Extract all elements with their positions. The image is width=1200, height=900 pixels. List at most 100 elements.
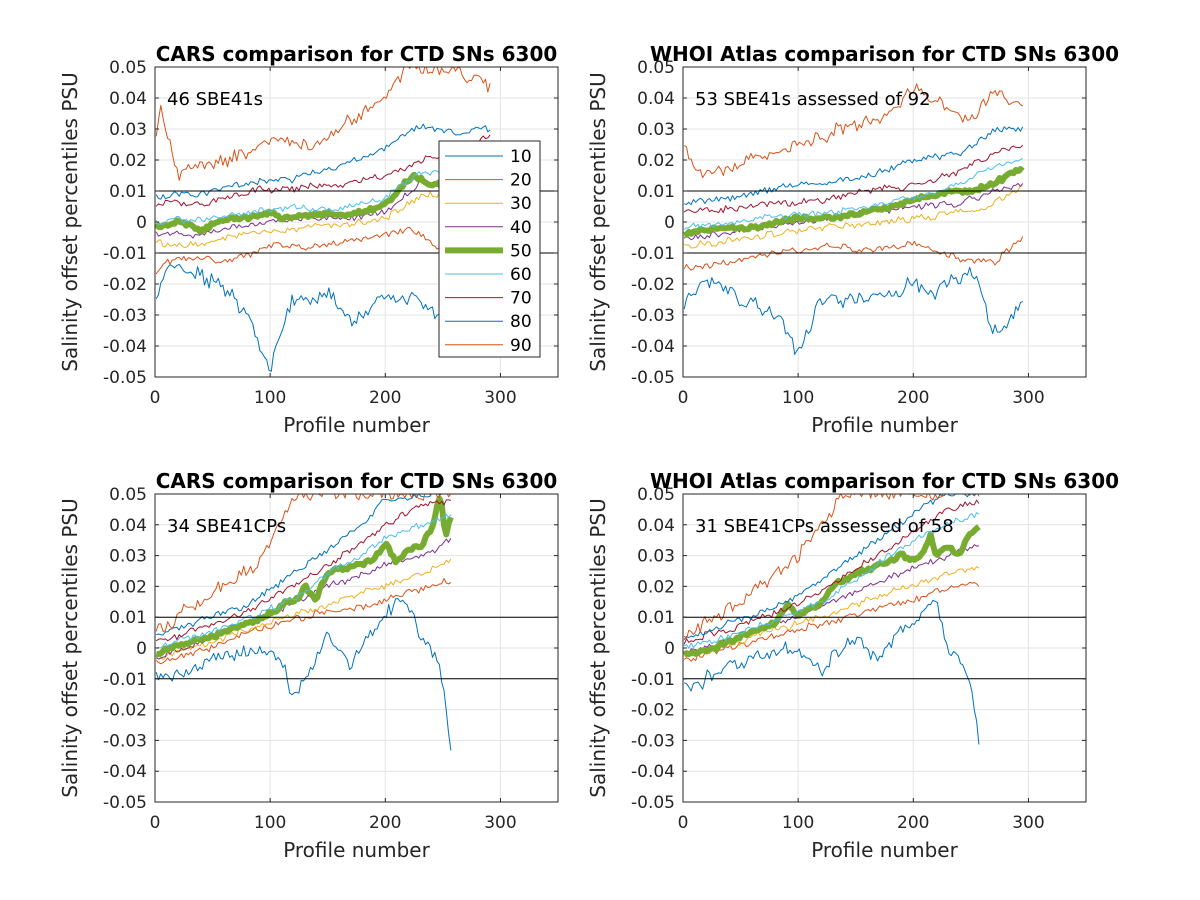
y-axis-label: Salinity offset percentiles PSU (58, 72, 82, 371)
series-line-10 (683, 266, 1023, 355)
x-axis-label: Profile number (283, 838, 430, 862)
y-tick-label: 0 (664, 213, 675, 233)
y-tick-label: 0.02 (109, 151, 147, 171)
x-tick-label: 0 (678, 813, 689, 833)
y-tick-label: -0.05 (631, 793, 675, 813)
x-tick-label: 0 (150, 813, 161, 833)
y-tick-label: -0.02 (631, 701, 675, 721)
y-tick-label: -0.01 (631, 244, 675, 264)
subplot-title: CARS comparison for CTD SNs 6300 (156, 469, 558, 493)
y-tick-label: -0.05 (103, 368, 147, 388)
legend-label-40: 40 (510, 218, 532, 238)
x-tick-label: 100 (782, 388, 814, 408)
y-tick-label: 0.03 (637, 547, 675, 567)
series-line-60 (683, 157, 1023, 230)
y-tick-label: -0.04 (103, 762, 147, 782)
x-tick-label: 0 (678, 388, 689, 408)
series-line-50 (683, 524, 981, 658)
x-tick-label: 0 (150, 388, 161, 408)
series-line-30 (155, 183, 491, 248)
annotation-text: 31 SBE41CPs assessed of 58 (695, 516, 954, 537)
y-tick-label: 0.02 (637, 577, 675, 597)
y-tick-label: 0.05 (637, 485, 675, 505)
y-tick-label: -0.02 (103, 701, 147, 721)
x-axis-label: Profile number (811, 838, 958, 862)
series-line-70 (683, 499, 980, 645)
series-line-90 (683, 494, 980, 640)
y-tick-label: 0.04 (109, 89, 147, 109)
y-tick-label: -0.04 (103, 337, 147, 357)
y-tick-label: 0.04 (637, 516, 675, 536)
y-tick-label: 0.03 (109, 120, 147, 140)
series-line-10 (155, 263, 491, 372)
legend: 10 20 30 40 50 60 70 80 90 (438, 140, 541, 358)
legend-label-10: 10 (510, 147, 532, 167)
annotation-text: 46 SBE41s (167, 89, 263, 110)
subplot-1: -0.05 -0.04 -0.03 -0.02 -0.01 0 0.01 0.02 0.03 0.… (58, 42, 559, 437)
series-line-80 (156, 494, 447, 636)
y-tick-label: 0.05 (637, 58, 675, 78)
y-tick-label: 0.01 (637, 182, 675, 202)
legend-label-90: 90 (510, 336, 532, 356)
data-lines (683, 494, 981, 745)
y-tick-label: 0.03 (109, 547, 147, 567)
legend-label-60: 60 (510, 265, 532, 285)
y-tick-label: -0.03 (631, 306, 675, 326)
series-line-20 (155, 226, 491, 275)
y-tick-label: -0.05 (103, 793, 147, 813)
y-tick-label: -0.02 (103, 275, 147, 295)
series-line-20 (155, 578, 452, 665)
annotation-text: 34 SBE41CPs (167, 516, 286, 537)
y-tick-label: -0.04 (631, 337, 675, 357)
series-line-70 (683, 144, 1024, 214)
y-tick-label: -0.01 (103, 244, 147, 264)
y-axis-label: Salinity offset percentiles PSU (58, 498, 82, 797)
series-line-80 (683, 494, 977, 640)
series-line-90 (155, 67, 491, 181)
annotation-text: 53 SBE41s assessed of 92 (695, 89, 931, 110)
x-axis-label: Profile number (811, 413, 958, 437)
data-lines (155, 67, 493, 372)
y-tick-label: 0.01 (637, 608, 675, 628)
subplot-title: WHOI Atlas comparison for CTD SNs 6300 (650, 42, 1119, 66)
y-tick-label: 0.01 (109, 182, 147, 202)
y-tick-label: -0.03 (103, 306, 147, 326)
series-line-50 (155, 162, 493, 235)
legend-label-80: 80 (510, 312, 532, 332)
y-axis-label: Salinity offset percentiles PSU (586, 498, 610, 797)
series-line-50 (155, 495, 454, 658)
legend-label-70: 70 (510, 289, 532, 309)
x-tick-label: 200 (897, 813, 929, 833)
y-tick-label: 0.03 (637, 120, 675, 140)
subplot-title: WHOI Atlas comparison for CTD SNs 6300 (650, 469, 1119, 493)
y-tick-label: -0.01 (631, 670, 675, 690)
y-tick-label: -0.04 (631, 762, 675, 782)
y-tick-label: 0 (664, 639, 675, 659)
x-tick-label: 200 (897, 388, 929, 408)
x-tick-label: 300 (484, 388, 516, 408)
x-tick-label: 200 (369, 813, 401, 833)
x-tick-label: 300 (1012, 388, 1044, 408)
series-line-80 (684, 126, 1024, 206)
series-line-10 (155, 598, 452, 751)
y-tick-label: 0.02 (637, 151, 675, 171)
y-tick-label: -0.02 (631, 275, 675, 295)
series-line-20 (683, 236, 1024, 271)
y-tick-label: -0.01 (103, 670, 147, 690)
series-line-70 (155, 499, 452, 642)
x-tick-label: 100 (782, 813, 814, 833)
y-tick-label: 0.02 (109, 577, 147, 597)
series-line-60 (683, 512, 980, 649)
y-tick-label: 0 (136, 213, 147, 233)
series-line-10 (684, 599, 980, 745)
y-tick-label: 0.04 (637, 89, 675, 109)
x-tick-label: 100 (254, 388, 286, 408)
x-tick-label: 100 (254, 813, 286, 833)
y-axis-label: Salinity offset percentiles PSU (586, 72, 610, 371)
series-line-60 (155, 155, 491, 225)
y-tick-label: 0.05 (109, 58, 147, 78)
subplot-4: -0.05 -0.04 -0.03 -0.02 -0.01 0 0.01 0.02 0.03 0.… (586, 469, 1119, 862)
y-tick-label: -0.05 (631, 368, 675, 388)
y-tick-label: 0.04 (109, 516, 147, 536)
